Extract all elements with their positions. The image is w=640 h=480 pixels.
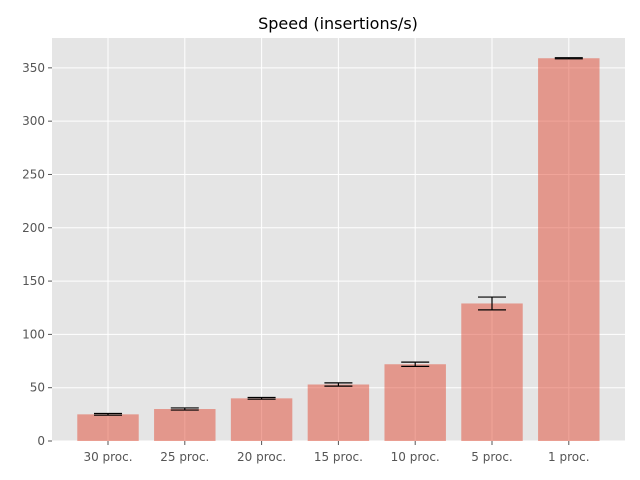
bars xyxy=(77,58,600,441)
x-tick-label: 1 proc. xyxy=(548,450,590,464)
bar-20-proc xyxy=(230,398,293,441)
error-bar xyxy=(401,361,430,367)
error-bar xyxy=(170,407,199,411)
x-tick-label: 5 proc. xyxy=(471,450,513,464)
x-tick-label: 20 proc. xyxy=(237,450,286,464)
bar-1-proc xyxy=(538,58,600,441)
y-tick-label: 300 xyxy=(22,114,45,128)
y-axis: 0 50 100 150 200 250 300 350 xyxy=(22,61,52,448)
error-bar xyxy=(554,57,583,60)
bar-30-proc xyxy=(77,414,139,441)
x-tick-label: 15 proc. xyxy=(314,450,363,464)
error-bar xyxy=(478,296,506,311)
bar-5-proc xyxy=(461,303,523,441)
y-tick-label: 0 xyxy=(37,434,45,448)
y-tick-label: 350 xyxy=(22,61,45,75)
chart-title: Speed (insertions/s) xyxy=(258,14,418,33)
y-tick-label: 250 xyxy=(22,167,45,181)
bar-25-proc xyxy=(154,409,216,441)
error-bar xyxy=(324,382,353,387)
y-tick-label: 150 xyxy=(22,274,45,288)
bar-15-proc xyxy=(307,384,370,441)
error-bar xyxy=(247,396,276,400)
bar-10-proc xyxy=(384,364,446,441)
x-tick-label: 10 proc. xyxy=(391,450,440,464)
x-tick-label: 30 proc. xyxy=(83,450,132,464)
error-bar xyxy=(94,412,122,416)
y-tick-label: 100 xyxy=(22,327,45,341)
y-tick-label: 200 xyxy=(22,221,45,235)
x-axis: 30 proc. 25 proc. 20 proc. 15 proc. 10 proc.… xyxy=(83,441,590,464)
error-bars xyxy=(94,57,583,416)
y-tick-label: 50 xyxy=(30,381,45,395)
x-tick-label: 25 proc. xyxy=(160,450,209,464)
